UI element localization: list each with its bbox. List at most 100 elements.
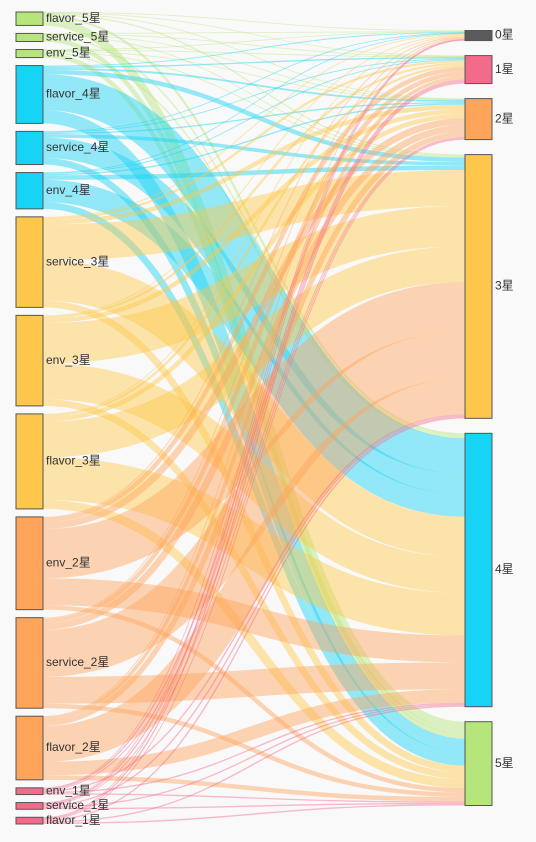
node-5-star[interactable] [464,721,493,807]
label-service-3-star: service_3星 [46,254,109,268]
link-flavor-2-star-to-4-star [42,689,466,776]
label-flavor-2-star: flavor_2星 [46,740,101,754]
link-service-1-star-to-1-star [42,80,466,805]
label-flavor-4-star: flavor_4星 [46,87,101,101]
node-1-star[interactable] [464,55,493,85]
node-flavor-2-star[interactable] [15,715,44,781]
link-flavor-4-star-to-4-star [42,74,466,475]
link-env-3-star-to-2-star [42,109,466,323]
link-service-1-star-to-5-star [42,802,466,810]
label-service-1-star: service_1星 [46,798,109,812]
node-flavor-1-star[interactable] [15,816,44,825]
link-flavor-4-star-to-2-star [42,67,466,102]
link-service-3-star-to-2-star [42,104,466,225]
link-service-4-star-to-1-star [42,58,466,133]
link-service-2-star-to-2-star [42,124,466,630]
link-env-4-star-to-1-star [42,59,466,174]
link-flavor-5-star-to-2-star [42,13,466,100]
link-env-4-star-to-0-star [42,33,466,174]
link-env-1-star-to-3-star [42,414,466,792]
node-0-star[interactable] [464,30,493,42]
link-service-3-star-to-4-star [42,260,466,558]
link-service-4-star-to-3-star [42,134,466,166]
link-flavor-3-star-to-2-star [42,113,466,422]
link-service-1-star-to-2-star [42,137,466,806]
label-3-star: 3星 [495,279,514,293]
link-service-4-star-to-5-star [42,157,466,759]
link-env-3-star-to-0-star [42,34,466,317]
link-flavor-1-star-to-5-star [42,804,466,825]
label-env-4-star: env_4星 [46,183,91,197]
label-env-3-star: env_3星 [46,353,91,367]
link-service-5-star-to-5-star [42,37,466,735]
label-flavor-1-star: flavor_1星 [46,813,101,827]
link-flavor-2-star-to-5-star [42,775,466,802]
label-service-5-star: service_5星 [46,30,109,44]
node-flavor-4-star[interactable] [15,65,44,124]
link-service-2-star-to-4-star [42,662,466,704]
node-flavor-3-star[interactable] [15,413,44,510]
link-env-1-star-to-5-star [42,793,466,803]
node-service-3-star[interactable] [15,216,44,308]
link-service-4-star-to-4-star [42,137,466,495]
node-service-4-star[interactable] [15,130,44,166]
label-service-4-star: service_4星 [46,140,109,154]
link-env-3-star-to-5-star [42,399,466,780]
link-env-5-star-to-4-star [42,51,466,439]
link-env-2-star-to-4-star [42,578,466,663]
link-flavor-5-star-to-5-star [42,17,466,730]
link-service-5-star-to-3-star [42,34,466,157]
link-env-5-star-to-0-star [42,31,466,51]
node-service-5-star[interactable] [15,32,44,43]
link-env-5-star-to-1-star [42,49,466,58]
node-2-star[interactable] [464,98,493,141]
link-flavor-2-star-to-2-star [42,131,466,727]
label-0-star: 0星 [495,28,514,42]
link-flavor-3-star-to-5-star [42,499,466,789]
link-env-5-star-to-5-star [42,53,466,739]
link-env-2-star-to-5-star [42,605,466,793]
link-env-4-star-to-3-star [42,165,466,180]
label-flavor-5-star: flavor_5星 [46,11,101,25]
node-3-star[interactable] [464,154,493,419]
link-flavor-2-star-to-1-star [42,75,466,721]
link-service-3-star-to-3-star [42,170,466,261]
link-flavor-1-star-to-0-star [42,39,466,818]
label-flavor-3-star: flavor_3星 [46,454,101,468]
link-flavor-2-star-to-0-star [42,38,466,718]
link-env-3-star-to-4-star [42,363,466,593]
label-5-star: 5星 [495,756,514,770]
link-flavor-5-star-to-3-star [42,14,466,156]
link-env-2-star-to-1-star [42,67,466,523]
link-service-1-star-to-4-star [42,704,466,808]
node-4-star[interactable] [464,432,493,708]
link-flavor-4-star-to-0-star [42,32,466,67]
link-service-4-star-to-0-star [42,32,466,133]
node-flavor-5-star[interactable] [15,11,44,26]
link-service-4-star-to-2-star [42,101,466,135]
link-service-1-star-to-3-star [42,415,466,807]
link-flavor-4-star-to-1-star [42,57,466,68]
labels-group: flavor_5星 service_5星 env_5星 flavor_4星servic… [46,11,514,827]
link-flavor-3-star-to-1-star [42,64,466,418]
link-flavor-5-star-to-0-star [42,11,466,32]
link-service-5-star-to-1-star [42,33,466,57]
link-service-5-star-to-0-star [42,30,466,35]
link-env-2-star-to-0-star [42,36,466,518]
link-env-4-star-to-2-star [42,103,466,176]
node-env-3-star[interactable] [15,314,44,407]
node-env-2-star[interactable] [15,516,44,611]
node-env-1-star[interactable] [15,787,44,796]
node-env-4-star[interactable] [15,172,44,210]
link-flavor-3-star-to-4-star [42,457,466,636]
label-service-2-star: service_2星 [46,655,109,669]
node-service-1-star[interactable] [15,802,44,810]
link-env-1-star-to-2-star [42,136,466,791]
node-service-2-star[interactable] [15,617,44,709]
nodes-group [15,11,493,825]
link-service-5-star-to-2-star [42,34,466,100]
node-env-5-star[interactable] [15,49,44,59]
link-flavor-4-star-to-5-star [42,109,466,753]
link-service-2-star-to-5-star [42,703,466,797]
